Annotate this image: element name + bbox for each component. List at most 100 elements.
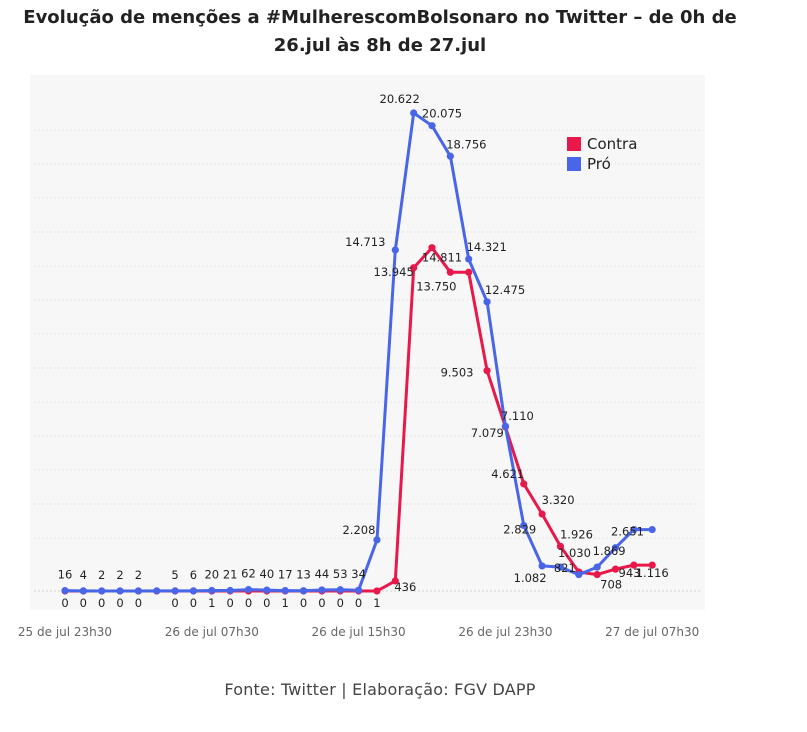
source-note: Fonte: Twitter | Elaboração: FGV DAPP: [224, 680, 536, 699]
data-label-contra: 0: [245, 596, 252, 610]
data-label-contra: 1.116: [636, 566, 669, 580]
data-point-pro: [648, 525, 656, 534]
data-label-pro: 44: [315, 567, 330, 581]
data-point-pro: [153, 587, 161, 595]
data-point-pro: [501, 422, 509, 430]
data-label-pro: 62: [241, 567, 256, 581]
data-label-contra: 708: [600, 578, 622, 592]
data-point-contra: [410, 264, 418, 272]
data-label-contra: 3.320: [542, 493, 575, 507]
data-point-pro: [244, 585, 253, 594]
data-point-pro: [391, 246, 399, 254]
data-label-contra: 0: [263, 596, 270, 610]
data-label-pro: 20: [204, 568, 219, 582]
data-label-pro: 4: [80, 568, 87, 582]
data-point-pro: [98, 587, 106, 595]
data-point-pro: [556, 563, 565, 571]
data-label-contra: 1: [373, 596, 380, 610]
legend-swatch-pro: [567, 157, 581, 171]
data-label-pro: 34: [351, 567, 366, 581]
data-point-pro: [446, 152, 454, 160]
data-point-pro: [428, 122, 436, 130]
data-label-contra: 0: [226, 596, 233, 610]
data-point-pro: [134, 587, 142, 595]
data-label-contra: 14.811: [422, 251, 462, 265]
data-point-pro: [373, 536, 381, 544]
data-label-contra: 13.750: [416, 279, 456, 293]
data-point-pro: [171, 587, 179, 595]
data-label-contra: 0: [98, 596, 105, 610]
data-label-pro: 1.082: [514, 571, 547, 585]
x-tick-label: 26 de jul 15h30: [312, 625, 406, 639]
data-point-pro: [226, 586, 234, 595]
data-label-contra: 943: [619, 566, 641, 580]
data-label-pro: 12.475: [485, 283, 525, 297]
data-label-pro: 20.075: [422, 107, 462, 121]
data-point-contra: [611, 565, 620, 573]
data-point-pro: [281, 587, 289, 595]
data-label-contra: 0: [318, 596, 325, 610]
data-label-pro: 7.110: [501, 409, 534, 423]
data-label-contra: 0: [300, 596, 307, 610]
chart-title-line1: Evolução de menções a #MulherescomBolson…: [23, 7, 737, 28]
data-label-contra: 9.503: [441, 366, 474, 380]
data-label-pro: 14.713: [345, 235, 385, 249]
data-point-contra: [446, 268, 454, 276]
data-label-contra: 7.079: [471, 426, 504, 440]
x-tick-label: 26 de jul 07h30: [165, 625, 259, 639]
data-label-pro: 2.829: [503, 522, 536, 536]
data-point-contra: [428, 244, 436, 252]
data-label-contra: 0: [337, 596, 344, 610]
data-label-contra: 821: [554, 561, 576, 575]
data-point-pro: [410, 109, 418, 117]
data-label-pro: 2: [98, 568, 105, 582]
data-label-contra: 0: [171, 596, 178, 610]
legend-swatch-contra: [567, 137, 581, 151]
data-label-pro: 16: [58, 568, 73, 582]
data-label-pro: 20.622: [380, 92, 420, 106]
data-label-contra: 4.621: [491, 467, 524, 481]
x-tick-label: 26 de jul 23h30: [458, 625, 552, 639]
data-label-pro: 18.756: [446, 137, 486, 151]
data-point-pro: [465, 255, 473, 263]
data-point-contra: [593, 570, 601, 579]
data-label-pro: 2: [116, 568, 123, 582]
data-point-pro: [483, 298, 491, 306]
data-label-contra: 1: [208, 596, 215, 610]
data-point-pro: [299, 587, 308, 595]
data-point-pro: [575, 570, 583, 579]
data-point-contra: [556, 542, 565, 550]
data-point-pro: [79, 587, 87, 595]
x-tick-label: 27 de jul 07h30: [605, 625, 699, 639]
x-tick-label: 25 de jul 23h30: [18, 625, 112, 639]
data-point-contra: [373, 587, 381, 595]
data-label-pro: 21: [223, 568, 238, 582]
data-label-contra: 0: [61, 596, 68, 610]
data-point-pro: [336, 586, 344, 594]
data-label-contra: 0: [116, 596, 123, 610]
data-point-pro: [355, 586, 363, 594]
data-label-contra: 0: [190, 596, 197, 610]
data-point-contra: [465, 268, 473, 276]
data-point-contra: [538, 510, 546, 518]
data-label-contra: 0: [355, 596, 362, 610]
data-label-pro: 40: [260, 567, 275, 581]
data-point-pro: [116, 587, 124, 595]
data-label-pro: 5: [171, 568, 178, 582]
data-point-pro: [318, 586, 326, 594]
data-label-pro: 13: [296, 568, 311, 582]
data-label-pro: 2.651: [611, 525, 644, 539]
data-label-pro: 14.321: [467, 240, 507, 254]
data-point-contra: [648, 561, 656, 569]
data-label-pro: 17: [278, 568, 293, 582]
data-label-pro: 1.030: [558, 546, 591, 560]
data-label-contra: 1.926: [560, 527, 593, 541]
data-point-contra: [520, 480, 528, 488]
chart-title-line2: 26.jul às 8h de 27.jul: [273, 35, 487, 56]
data-point-pro: [208, 586, 216, 595]
data-point-contra: [483, 367, 491, 375]
data-label-pro: 6: [190, 568, 197, 582]
data-label-contra: 0: [80, 596, 87, 610]
